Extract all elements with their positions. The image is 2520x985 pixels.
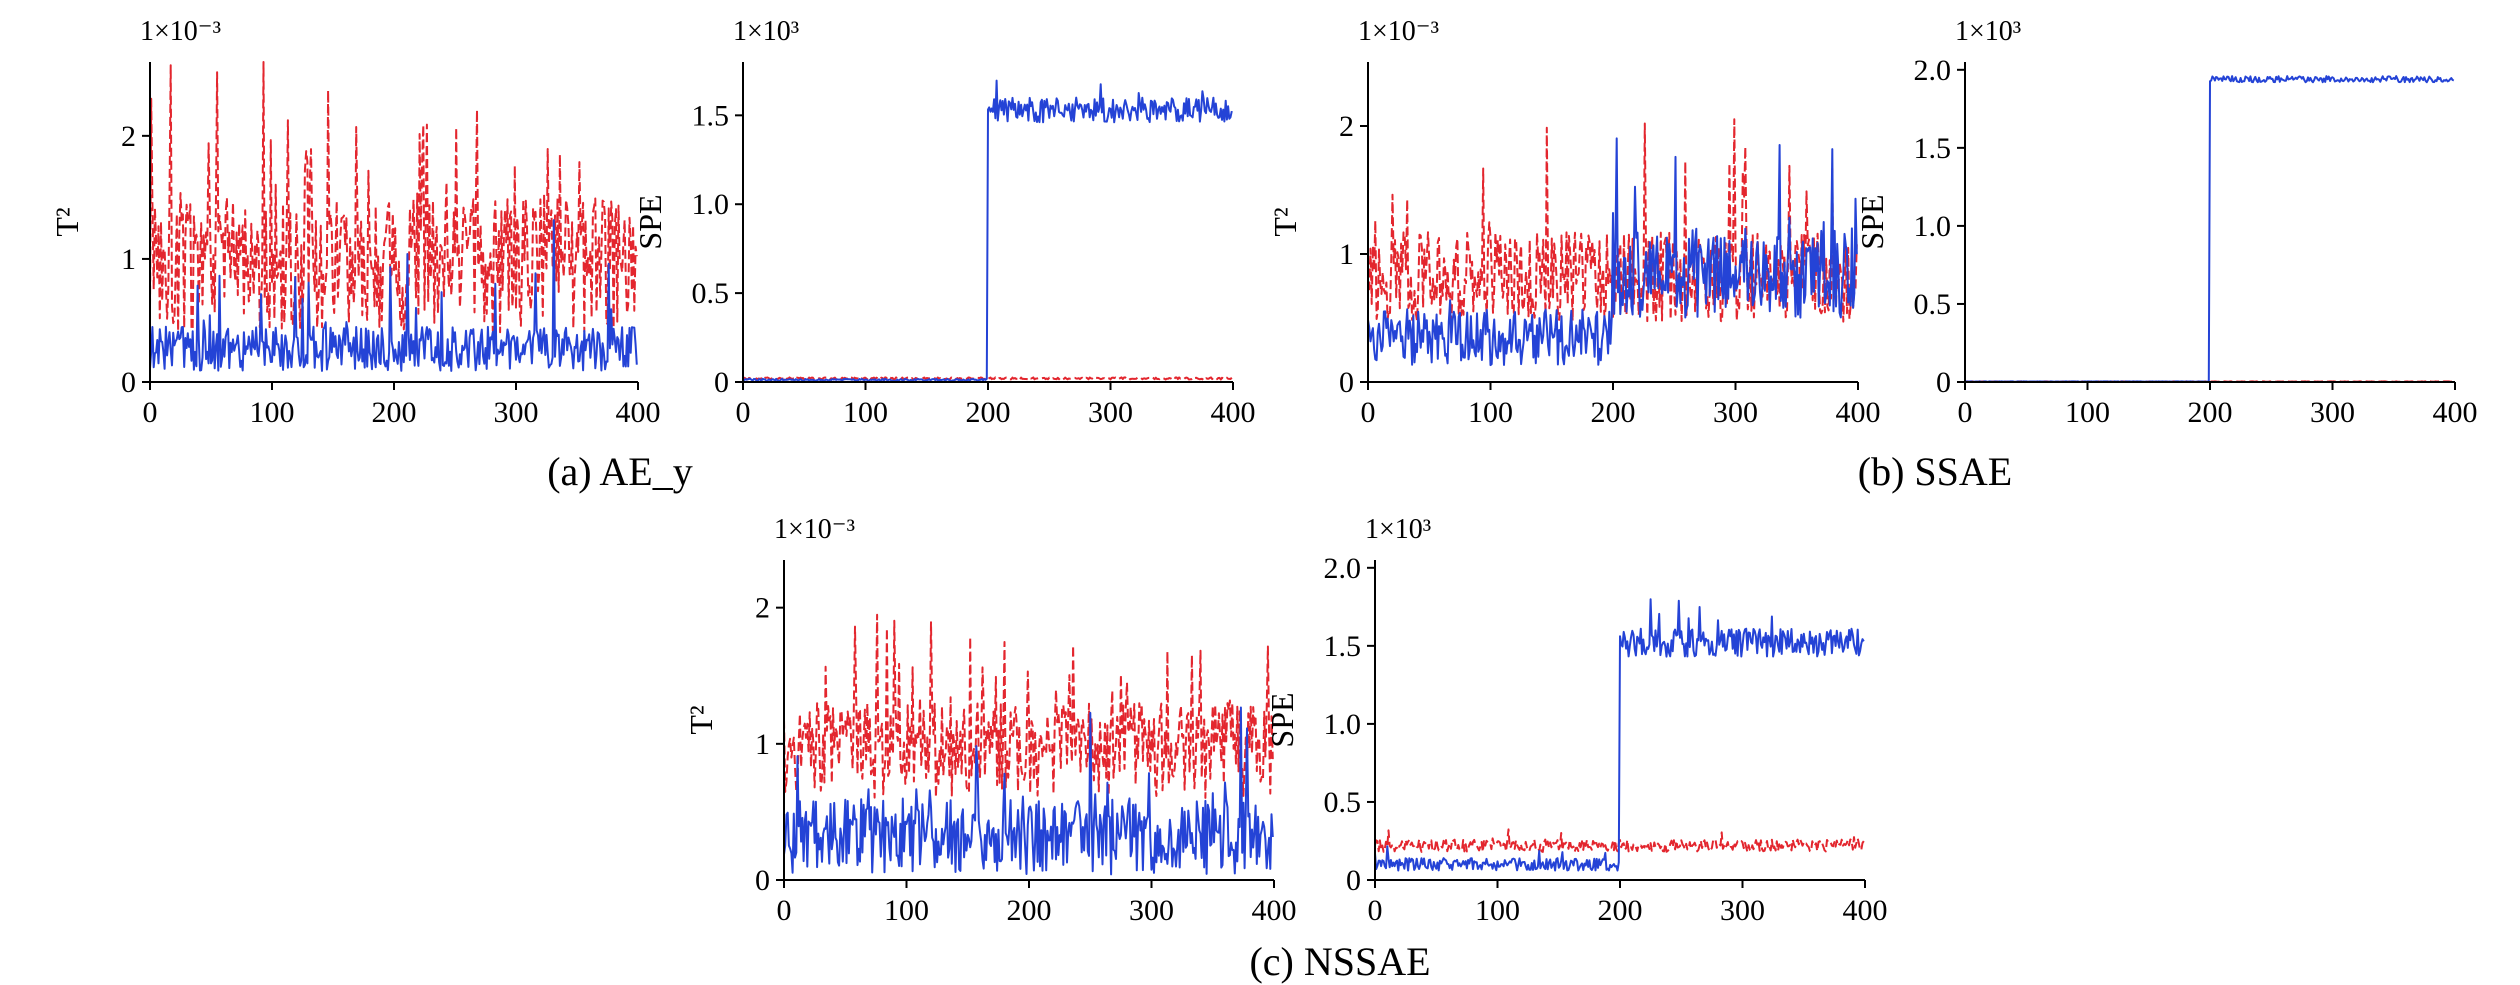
x-tick-label: 200 xyxy=(2188,396,2233,429)
y-tick-label: 1 xyxy=(755,728,770,761)
y-tick-label: 2.0 xyxy=(1914,54,1952,87)
chart-a-spe: 0 100 200 300 400 0 0.5 1.0 1.5 1×10³ SPE xyxy=(632,16,1256,429)
series-line-fault xyxy=(742,79,1233,382)
x-tick-label: 400 xyxy=(1211,396,1256,429)
x-tick-label: 0 xyxy=(736,396,751,429)
x-tick-label: 100 xyxy=(843,396,888,429)
caption-b: (b) SSAE xyxy=(1858,449,2012,494)
series-line-fault xyxy=(1964,75,2455,383)
x-tick-label: 0 xyxy=(1361,396,1376,429)
x-tick-label: 0 xyxy=(777,894,792,927)
y-tick-label: 0 xyxy=(755,864,770,897)
x-tick-label: 100 xyxy=(1475,894,1520,927)
y-tick-label: 1.5 xyxy=(1324,630,1362,663)
series-line-normal xyxy=(783,613,1274,799)
x-tick-label: 300 xyxy=(1720,894,1765,927)
chart-b-spe: 0 100 200 300 400 0 0.5 1.0 1.5 2.01×10³ SPE xyxy=(1854,16,2478,429)
y-tick-label: 2 xyxy=(1339,110,1354,143)
y-tick-label: 0.5 xyxy=(1914,288,1952,321)
series-line-fault xyxy=(149,219,638,372)
x-tick-label: 300 xyxy=(1129,894,1174,927)
y-tick-label: 0.5 xyxy=(1324,786,1362,819)
y-tick-label: 0 xyxy=(1346,864,1361,897)
x-tick-label: 0 xyxy=(1958,396,1973,429)
series-line-fault xyxy=(783,706,1274,876)
x-tick-label: 400 xyxy=(2433,396,2478,429)
y-tick-label: 0 xyxy=(1339,366,1354,399)
y-tick-label: 1.5 xyxy=(692,99,730,132)
axis-multiplier: 1×10³ xyxy=(1955,16,2021,47)
y-tick-label: 1.0 xyxy=(1914,210,1952,243)
y-axis-label: SPE xyxy=(1264,692,1300,747)
x-tick-label: 100 xyxy=(250,396,295,429)
x-tick-label: 200 xyxy=(372,396,417,429)
x-tick-label: 300 xyxy=(1713,396,1758,429)
y-tick-label: 0 xyxy=(121,366,136,399)
x-tick-label: 300 xyxy=(1088,396,1133,429)
series-line-normal xyxy=(742,376,1233,381)
x-tick-label: 0 xyxy=(1368,894,1383,927)
x-tick-label: 400 xyxy=(1836,396,1881,429)
axis-multiplier: 1×10³ xyxy=(733,16,799,47)
series-line-fault xyxy=(1374,598,1865,872)
axis-multiplier: 1×10⁻³ xyxy=(140,16,221,47)
y-axis-label: T² xyxy=(683,705,719,734)
y-tick-label: 0.5 xyxy=(692,277,730,310)
x-tick-label: 400 xyxy=(1843,894,1888,927)
y-tick-label: 2 xyxy=(755,592,770,625)
y-tick-label: 1.0 xyxy=(692,188,730,221)
x-tick-label: 200 xyxy=(1591,396,1636,429)
x-tick-label: 300 xyxy=(2310,396,2355,429)
y-tick-label: 1.5 xyxy=(1914,132,1952,165)
y-axis-label: T² xyxy=(1267,207,1303,236)
y-tick-label: 0 xyxy=(1936,366,1951,399)
axis-multiplier: 1×10³ xyxy=(1365,514,1431,545)
x-tick-label: 200 xyxy=(1007,894,1052,927)
x-tick-label: 0 xyxy=(143,396,158,429)
caption-c: (c) NSSAE xyxy=(1249,939,1430,984)
caption-a: (a) AE_y xyxy=(547,449,693,494)
y-axis-label: SPE xyxy=(1854,194,1890,249)
y-tick-label: 1 xyxy=(1339,238,1354,271)
y-tick-label: 2.0 xyxy=(1324,552,1362,585)
chart-c-spe: 0 100 200 300 400 0 0.5 1.0 1.5 2.01×10³ SPE xyxy=(1264,514,1888,927)
y-tick-label: 0 xyxy=(714,366,729,399)
x-tick-label: 100 xyxy=(884,894,929,927)
x-tick-label: 400 xyxy=(1252,894,1297,927)
x-tick-label: 300 xyxy=(494,396,539,429)
y-tick-label: 1 xyxy=(121,243,136,276)
chart-a-t2: 0 100 200 300 400 0 1 2 1×10⁻³ T² xyxy=(49,16,661,429)
x-tick-label: 100 xyxy=(1468,396,1513,429)
chart-c-t2: 0 100 200 300 400 0 1 2 1×10⁻³ T² xyxy=(683,514,1297,927)
series-line-normal xyxy=(149,61,638,334)
x-tick-label: 100 xyxy=(2065,396,2110,429)
y-tick-label: 2 xyxy=(121,120,136,153)
y-axis-label: SPE xyxy=(632,194,668,249)
x-tick-label: 200 xyxy=(1598,894,1643,927)
y-axis-label: T² xyxy=(49,207,85,236)
series-line-fault xyxy=(1367,137,1858,367)
x-tick-label: 200 xyxy=(966,396,1011,429)
y-tick-label: 1.0 xyxy=(1324,708,1362,741)
axis-multiplier: 1×10⁻³ xyxy=(774,514,855,545)
x-tick-label: 400 xyxy=(616,396,661,429)
axis-multiplier: 1×10⁻³ xyxy=(1358,16,1439,47)
chart-b-t2: 0 100 200 300 400 0 1 2 1×10⁻³ T² xyxy=(1267,16,1881,429)
